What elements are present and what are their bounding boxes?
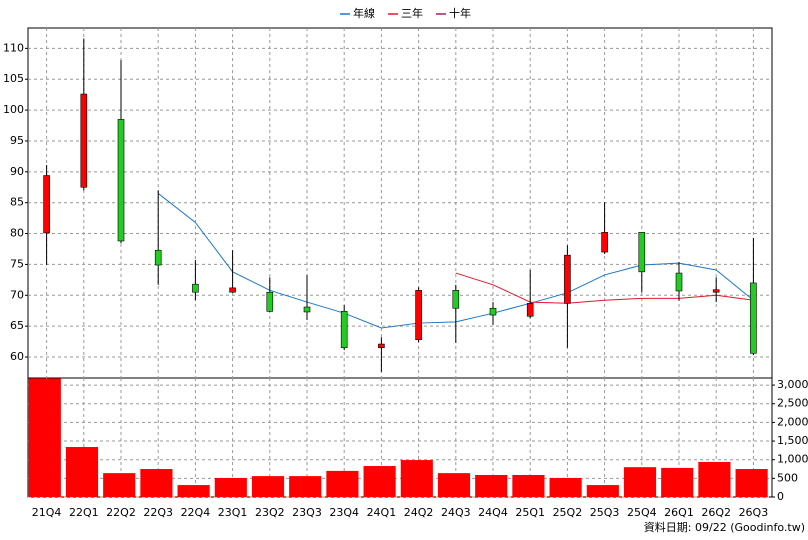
x-tick-label: 26Q1 <box>664 506 694 519</box>
candle-body <box>750 282 757 354</box>
candle-body <box>43 175 50 234</box>
y-tick-label: 90 <box>10 165 24 178</box>
x-tick-label: 22Q4 <box>181 506 211 519</box>
y2-tick-label: 1,500 <box>777 434 808 447</box>
y-tick-label: 60 <box>10 350 24 363</box>
x-tick-label: 23Q1 <box>218 506 248 519</box>
volume-bar <box>698 461 731 497</box>
candle-body <box>192 283 199 293</box>
candle-body <box>229 287 236 293</box>
volume-bar <box>512 474 545 497</box>
y2-tick-label: 0 <box>777 490 784 503</box>
x-tick-label: 25Q4 <box>627 506 657 519</box>
x-tick-label: 24Q3 <box>441 506 471 519</box>
candle-body <box>117 119 125 242</box>
line-series <box>455 272 754 304</box>
candle-body <box>340 311 348 349</box>
volume-bar <box>140 469 173 497</box>
y-tick-label: 65 <box>10 319 24 332</box>
x-tick-label: 23Q3 <box>292 506 322 519</box>
y2-tick-label: 500 <box>777 471 798 484</box>
volume-bar <box>661 467 694 497</box>
footer-note: 資料日期: 09/22 (Goodinfo.tw) <box>644 520 805 534</box>
volume-bar <box>103 473 136 497</box>
y-tick-label: 75 <box>10 257 24 270</box>
volume-bar <box>177 485 210 497</box>
volume-bar <box>400 460 433 497</box>
x-tick-label: 24Q1 <box>367 506 397 519</box>
volume-bar <box>289 476 322 497</box>
candle-body <box>303 306 311 313</box>
x-tick-label: 24Q4 <box>478 506 508 519</box>
x-tick-label: 22Q2 <box>106 506 136 519</box>
y-tick-label: 70 <box>10 288 24 301</box>
candle-body <box>80 93 88 188</box>
y2-tick-label: 2,500 <box>777 397 808 410</box>
x-tick-label: 25Q2 <box>553 506 583 519</box>
x-tick-label: 22Q3 <box>143 506 173 519</box>
candle-body <box>415 290 422 341</box>
legend-label: 三年 <box>401 6 423 20</box>
y-tick-label: 110 <box>3 41 24 54</box>
candle-body <box>675 272 683 292</box>
x-tick-label: 22Q1 <box>69 506 99 519</box>
y-tick-label: 85 <box>10 196 24 209</box>
x-tick-label: 25Q3 <box>590 506 620 519</box>
legend-label: 十年 <box>449 6 471 20</box>
x-tick-label: 25Q1 <box>515 506 545 519</box>
x-tick-label: 23Q4 <box>329 506 359 519</box>
x-tick-label: 26Q2 <box>701 506 731 519</box>
candle-body <box>489 307 497 316</box>
y2-tick-label: 2,000 <box>777 415 808 428</box>
volume-bar <box>437 473 471 497</box>
candle-body <box>378 343 385 349</box>
x-tick-label: 24Q2 <box>404 506 434 519</box>
volume-bar <box>586 485 619 497</box>
candle-body <box>526 303 534 317</box>
x-tick-label: 21Q4 <box>32 506 62 519</box>
candle-body <box>154 249 162 266</box>
y2-tick-label: 3,000 <box>777 378 808 391</box>
volume-bar <box>65 447 99 497</box>
candle-body <box>638 232 646 273</box>
candle-body <box>452 290 460 309</box>
y-tick-label: 80 <box>10 227 24 240</box>
y-tick-label: 105 <box>3 72 24 85</box>
volume-bar <box>326 470 359 497</box>
legend-label: 年線 <box>353 6 375 20</box>
x-tick-label: 23Q2 <box>255 506 285 519</box>
volume-bar <box>28 378 61 497</box>
volume-bar <box>549 477 582 497</box>
y-tick-label: 95 <box>10 134 24 147</box>
x-tick-label: 26Q3 <box>739 506 769 519</box>
candle-body <box>564 254 571 304</box>
volume-bar <box>251 476 285 497</box>
candle-body <box>266 291 274 312</box>
candle-body <box>712 289 720 293</box>
y2-tick-label: 1,000 <box>777 453 808 466</box>
volume-bar <box>363 466 396 497</box>
volume-bar <box>623 467 657 497</box>
volume-bar <box>214 477 247 497</box>
volume-bar <box>475 474 508 497</box>
candle-body <box>601 232 608 253</box>
volume-bar <box>735 469 768 497</box>
y-tick-label: 100 <box>3 103 24 116</box>
